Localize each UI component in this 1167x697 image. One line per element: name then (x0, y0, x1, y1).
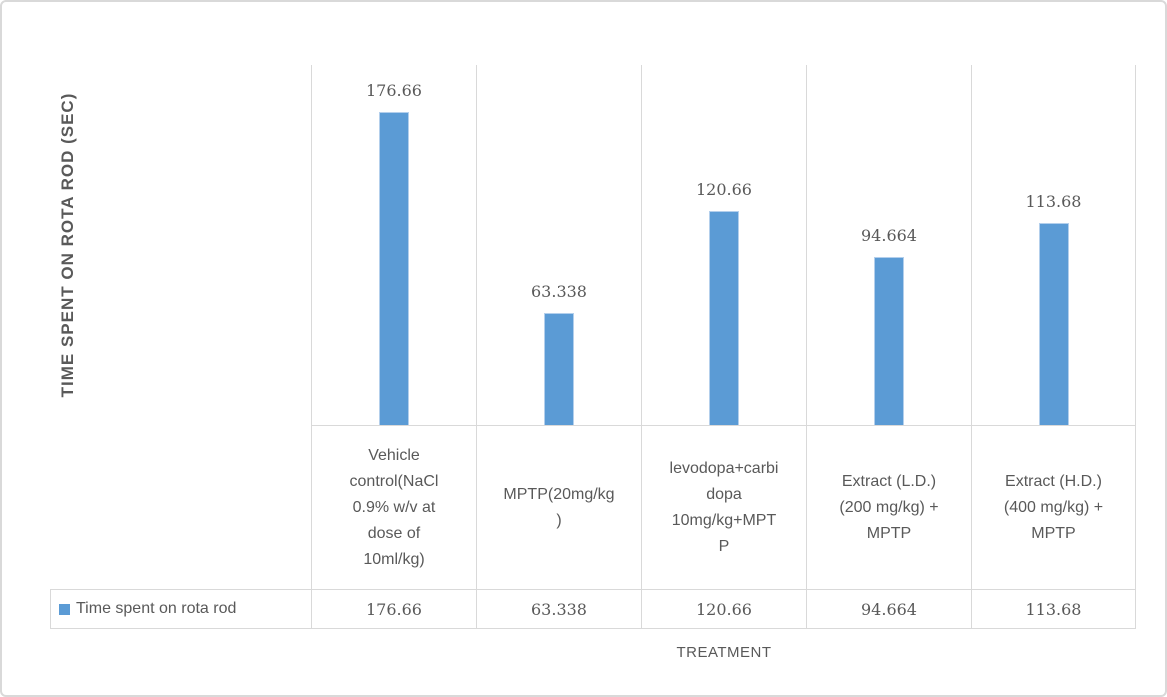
bar-data-label: 176.66 (366, 81, 422, 100)
legend-marker-icon (59, 603, 70, 615)
x-axis-title: TREATMENT (676, 644, 772, 661)
category-label: Extract (H.D.) (400 mg/kg) + MPTP (971, 425, 1136, 589)
legend-label: Time spent on rota rod (76, 600, 237, 617)
category-label: Vehicle control(NaCl 0.9% w/v at dose of… (311, 425, 476, 589)
bar-5 (1038, 223, 1069, 425)
bar-1 (379, 112, 409, 425)
bar-data-label: 94.664 (861, 226, 917, 245)
bar-2 (544, 313, 574, 425)
bar-data-label: 63.338 (531, 282, 587, 301)
bar-data-label: 113.68 (1025, 192, 1082, 211)
category-label: levodopa+carbi dopa 10mg/kg+MPT P (641, 425, 806, 589)
category-label: Extract (L.D.) (200 mg/kg) + MPTP (806, 425, 971, 589)
table-value: 94.664 (806, 589, 971, 629)
plot-column: 63.338 (476, 65, 641, 425)
bar-3 (709, 211, 739, 425)
table-value: 113.68 (971, 589, 1136, 629)
plot-column: 113.68 (971, 65, 1136, 425)
plot-column: 94.664 (806, 65, 971, 425)
bar-data-label: 120.66 (696, 180, 752, 199)
plot-left-spacer (50, 65, 311, 425)
chart-grid: 176.66 63.338 120.66 94.664 113.68 Vehicle co… (50, 65, 1136, 629)
table-value: 120.66 (641, 589, 806, 629)
plot-column: 176.66 (311, 65, 476, 425)
table-value: 63.338 (476, 589, 641, 629)
category-label: MPTP(20mg/kg ) (476, 425, 641, 589)
legend: Time spent on rota rod (50, 589, 311, 629)
plot-column: 120.66 (641, 65, 806, 425)
category-left-spacer (50, 425, 311, 589)
table-value: 176.66 (311, 589, 476, 629)
bar-4 (874, 257, 904, 425)
